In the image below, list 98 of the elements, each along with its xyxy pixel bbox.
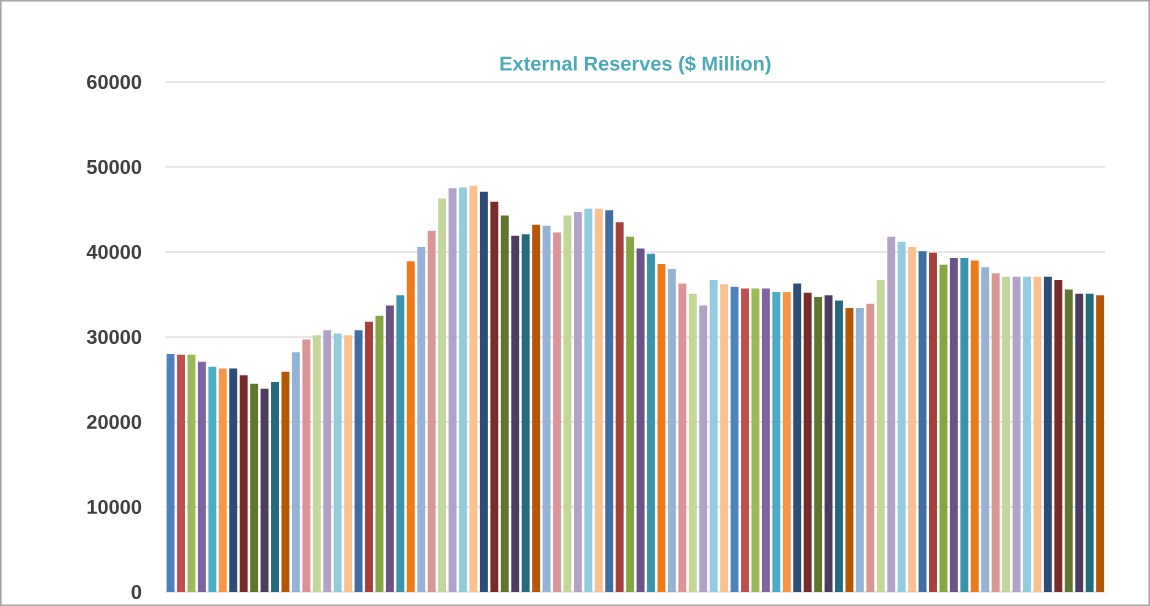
- bar: [1085, 293, 1094, 592]
- bar: [521, 234, 530, 592]
- chart-title: External Reserves ($ Million): [500, 55, 771, 75]
- bar: [688, 293, 697, 592]
- bar: [761, 288, 770, 592]
- bar: [647, 253, 655, 592]
- bar: [1023, 276, 1031, 592]
- bar: [239, 375, 248, 592]
- bar: [208, 366, 217, 592]
- bar: [751, 288, 760, 592]
- bar: [406, 261, 415, 592]
- bar: [1075, 293, 1084, 592]
- bar: [709, 280, 718, 592]
- bar: [573, 212, 582, 592]
- bar: [636, 248, 645, 592]
- bar: [271, 382, 279, 592]
- bar: [793, 283, 802, 592]
- bar: [741, 288, 749, 592]
- bar: [302, 339, 311, 592]
- bar: [500, 215, 509, 592]
- bar: [699, 305, 708, 592]
- bar: [532, 224, 541, 592]
- bar: [281, 371, 290, 592]
- y-tick-label: 30000: [86, 329, 142, 345]
- bar: [1002, 276, 1011, 592]
- bar: [835, 300, 843, 592]
- bar: [626, 236, 635, 592]
- bar: [970, 260, 979, 592]
- bar: [553, 232, 561, 592]
- bar: [1096, 295, 1105, 592]
- bar: [187, 354, 196, 592]
- bar: [511, 235, 520, 592]
- bar: [166, 353, 175, 592]
- bar: [542, 225, 551, 592]
- bar: [459, 187, 467, 592]
- bar: [229, 368, 238, 592]
- bar: [396, 295, 405, 592]
- bar: [438, 198, 447, 592]
- bar: [1064, 289, 1073, 592]
- bar: [427, 230, 436, 592]
- bar: [177, 354, 185, 592]
- bar: [594, 208, 603, 592]
- bar: [218, 368, 227, 592]
- bar: [960, 257, 969, 592]
- y-tick-label: 40000: [86, 244, 142, 260]
- bar: [1033, 276, 1042, 592]
- bar: [908, 246, 917, 592]
- bar: [375, 315, 384, 592]
- bar: [814, 297, 823, 592]
- bar: [1043, 276, 1052, 592]
- bar: [417, 246, 426, 592]
- bar: [981, 267, 990, 592]
- bar: [365, 321, 373, 592]
- y-tick-label: 0: [131, 584, 142, 600]
- y-tick-label: 60000: [87, 74, 142, 90]
- bar: [772, 291, 781, 592]
- bar: [1012, 276, 1021, 592]
- bar: [855, 308, 864, 592]
- bar: [887, 236, 896, 592]
- bar: [949, 257, 958, 592]
- bar: [657, 263, 666, 592]
- bar: [333, 333, 342, 592]
- bar: [730, 286, 739, 592]
- bar: [678, 283, 687, 592]
- bar: [354, 330, 363, 592]
- y-tick-label: 20000: [87, 414, 142, 430]
- bar: [385, 305, 394, 592]
- bar: [845, 308, 854, 592]
- bar: [584, 208, 593, 592]
- bar: [929, 252, 937, 592]
- y-tick-label: 50000: [86, 159, 142, 175]
- bar: [1054, 280, 1063, 592]
- bar: [312, 335, 321, 592]
- bar: [469, 185, 478, 592]
- bar: [803, 292, 812, 592]
- bar: [866, 303, 875, 592]
- bar: [563, 215, 572, 592]
- bar: [291, 352, 300, 592]
- bar: [260, 388, 269, 592]
- bar: [720, 284, 729, 592]
- bar: [667, 268, 676, 592]
- bar: [448, 188, 457, 592]
- bar: [344, 335, 353, 592]
- bar: [918, 251, 927, 592]
- bar: [824, 295, 833, 592]
- bar: [250, 383, 259, 592]
- bar: [897, 241, 906, 592]
- bar: [197, 361, 206, 592]
- bar: [615, 222, 624, 592]
- bar: [782, 291, 791, 592]
- bar: [939, 264, 948, 592]
- bar: [479, 191, 488, 592]
- bar: [490, 201, 499, 592]
- y-tick-label: 10000: [87, 499, 142, 515]
- bar: [605, 210, 614, 592]
- bar: [323, 330, 332, 592]
- bar: [876, 280, 885, 592]
- bar: [991, 273, 1000, 592]
